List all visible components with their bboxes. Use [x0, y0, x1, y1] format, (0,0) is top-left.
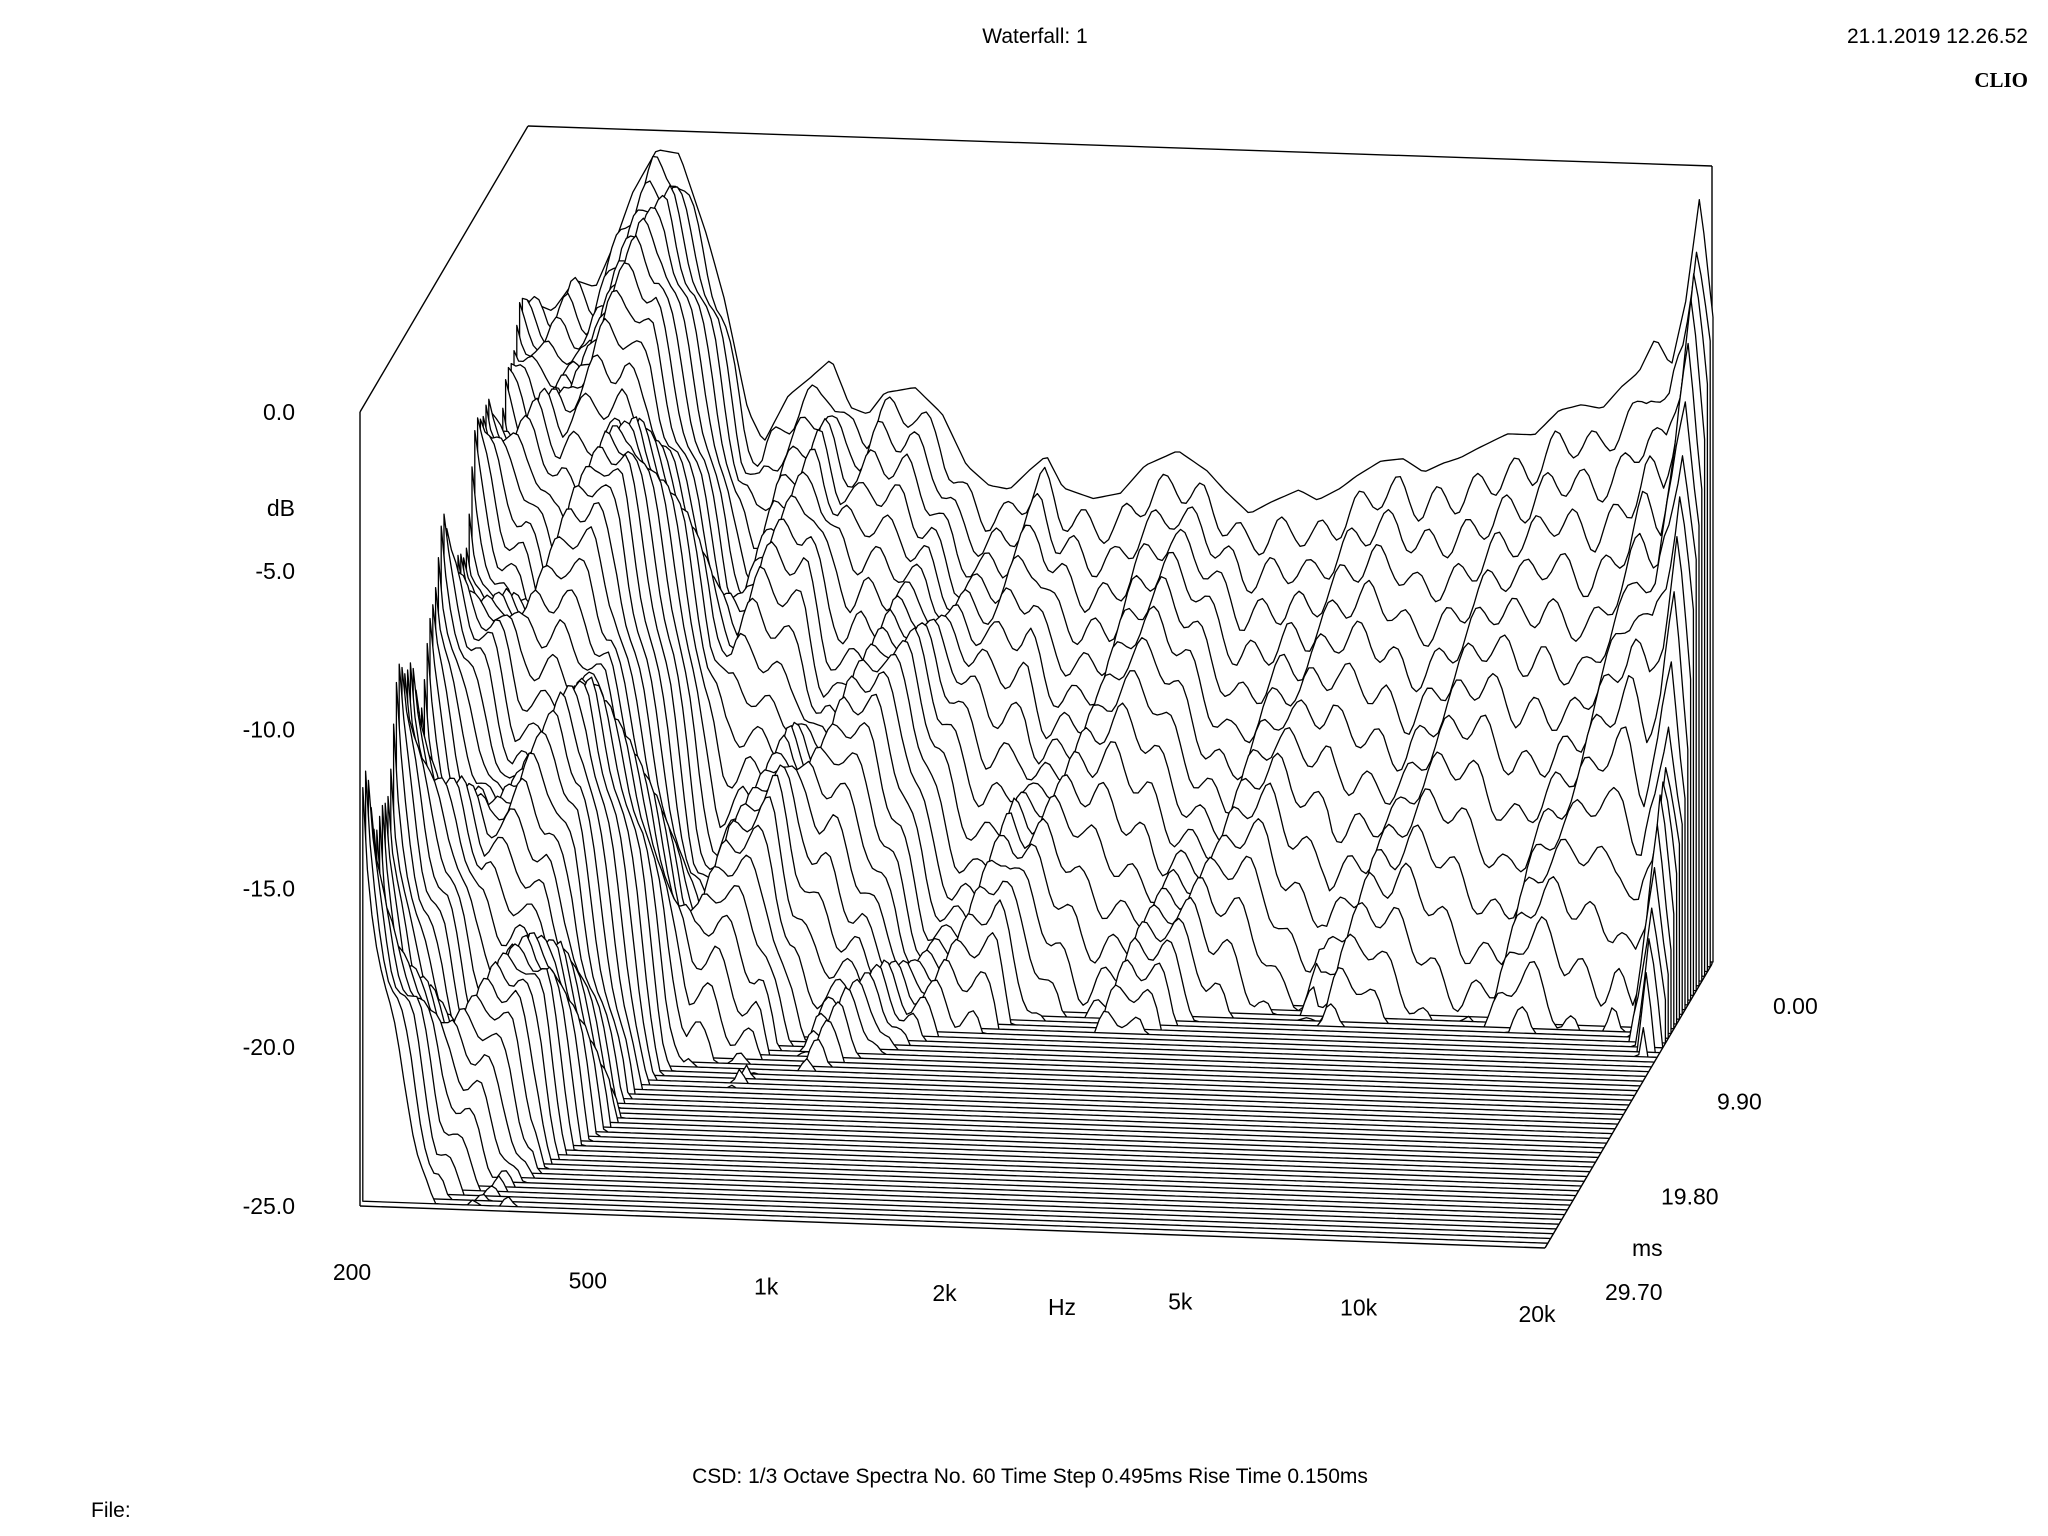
x-tick-label: 10k [1340, 1295, 1378, 1321]
y-tick-label: -15.0 [243, 875, 295, 901]
x-tick-label: 2k [932, 1280, 957, 1306]
frame-back-top-edge [527, 125, 1713, 167]
spectrum-24 [460, 553, 1647, 1078]
y-tick-label: -25.0 [243, 1193, 295, 1219]
y-tick-label: -10.0 [243, 717, 295, 743]
y-tick-label: -20.0 [243, 1034, 295, 1060]
spectrum-57 [367, 779, 1555, 1235]
y-axis-label: dB [267, 495, 295, 521]
timestamp: 21.1.2019 12.26.52 [1846, 25, 2028, 48]
z-tick-label: 29.70 [1605, 1279, 1663, 1305]
spectrum-59 [362, 786, 1549, 1244]
z-tick-label: 0.00 [1773, 993, 1818, 1019]
z-axis-label: ms [1632, 1235, 1663, 1261]
spectrum-56 [370, 806, 1557, 1230]
y-tick-label: -5.0 [255, 558, 295, 584]
x-tick-label: 20k [1518, 1301, 1556, 1327]
z-tick-label: 19.80 [1661, 1184, 1719, 1210]
z-tick-label: 9.90 [1717, 1088, 1762, 1114]
x-tick-label: 500 [569, 1267, 607, 1293]
x-tick-label: 200 [333, 1259, 371, 1285]
brand-logo: CLIO [1974, 68, 2028, 92]
x-tick-label: 5k [1168, 1288, 1193, 1314]
chart-title: Waterfall: 1 [982, 25, 1088, 48]
file-label: File: [91, 1499, 131, 1522]
x-axis-label: Hz [1048, 1294, 1076, 1320]
measurement-settings: CSD: 1/3 Octave Spectra No. 60 Time Step… [692, 1465, 1368, 1488]
spectrum-58 [364, 770, 1552, 1240]
y-tick-label: 0.0 [263, 399, 295, 425]
frame-top-left-edge [359, 125, 529, 413]
frame-bottom-front-edge [359, 1205, 1546, 1249]
x-tick-label: 1k [754, 1274, 779, 1300]
spectra-group [362, 149, 1714, 1244]
